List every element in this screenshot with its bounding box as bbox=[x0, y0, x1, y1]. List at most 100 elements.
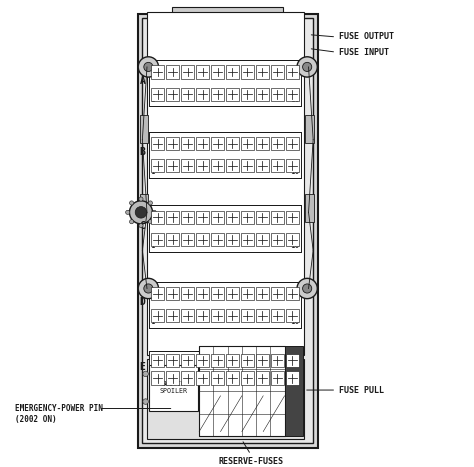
Bar bbox=[166, 211, 179, 224]
Bar bbox=[151, 371, 164, 385]
Bar bbox=[256, 137, 269, 150]
Text: 10: 10 bbox=[290, 377, 299, 386]
Bar bbox=[199, 346, 284, 436]
Circle shape bbox=[138, 278, 158, 299]
Bar bbox=[181, 287, 194, 300]
Bar bbox=[138, 14, 318, 448]
Bar bbox=[149, 365, 198, 411]
Bar bbox=[256, 87, 269, 101]
Bar bbox=[196, 137, 209, 150]
Text: 1: 1 bbox=[150, 167, 155, 176]
Bar bbox=[271, 87, 284, 101]
Bar bbox=[256, 371, 269, 385]
Bar bbox=[241, 233, 254, 246]
Bar bbox=[151, 137, 164, 150]
Text: RESERVE-FUSES: RESERVE-FUSES bbox=[219, 457, 283, 466]
Bar bbox=[285, 346, 303, 436]
Bar bbox=[140, 115, 148, 143]
Circle shape bbox=[143, 371, 148, 377]
Text: (2002 ON): (2002 ON) bbox=[16, 415, 57, 424]
Circle shape bbox=[148, 201, 153, 205]
Bar bbox=[211, 354, 224, 367]
Bar bbox=[149, 60, 301, 106]
Bar bbox=[166, 287, 179, 300]
Bar bbox=[211, 137, 224, 150]
Bar bbox=[256, 159, 269, 172]
Bar bbox=[211, 287, 224, 300]
Bar bbox=[286, 211, 299, 224]
Bar bbox=[151, 309, 164, 322]
Circle shape bbox=[126, 210, 130, 214]
Text: A: A bbox=[140, 76, 146, 86]
Circle shape bbox=[297, 57, 317, 77]
Bar bbox=[271, 309, 284, 322]
Bar bbox=[181, 159, 194, 172]
Bar bbox=[286, 159, 299, 172]
Bar bbox=[196, 233, 209, 246]
Circle shape bbox=[129, 219, 134, 224]
Text: 1: 1 bbox=[150, 95, 155, 104]
Bar bbox=[256, 354, 269, 367]
Bar bbox=[181, 233, 194, 246]
Bar bbox=[196, 287, 209, 300]
Bar bbox=[286, 309, 299, 322]
Bar bbox=[151, 65, 164, 78]
Bar bbox=[271, 159, 284, 172]
Bar bbox=[271, 211, 284, 224]
Bar bbox=[226, 211, 239, 224]
Text: 10: 10 bbox=[290, 317, 299, 326]
Bar bbox=[196, 211, 209, 224]
Bar bbox=[149, 282, 301, 328]
Bar bbox=[241, 211, 254, 224]
Circle shape bbox=[144, 63, 153, 71]
Text: SWITCH
SPOILER: SWITCH SPOILER bbox=[160, 381, 188, 394]
Bar bbox=[256, 309, 269, 322]
Bar bbox=[151, 287, 164, 300]
Text: 1: 1 bbox=[150, 317, 155, 326]
Bar bbox=[166, 65, 179, 78]
Bar bbox=[226, 287, 239, 300]
Bar bbox=[271, 65, 284, 78]
Bar bbox=[226, 87, 239, 101]
Text: D: D bbox=[140, 297, 146, 307]
Bar bbox=[226, 159, 239, 172]
Circle shape bbox=[144, 284, 153, 293]
Bar bbox=[181, 87, 194, 101]
Bar bbox=[271, 137, 284, 150]
Bar bbox=[166, 354, 179, 367]
Text: 1: 1 bbox=[150, 241, 155, 250]
Bar bbox=[149, 351, 301, 388]
Bar bbox=[181, 309, 194, 322]
Bar bbox=[181, 371, 194, 385]
Bar bbox=[166, 371, 179, 385]
Bar bbox=[241, 309, 254, 322]
Bar bbox=[196, 309, 209, 322]
Bar bbox=[226, 354, 239, 367]
Bar bbox=[256, 65, 269, 78]
Bar bbox=[140, 194, 148, 221]
Bar bbox=[211, 211, 224, 224]
Bar bbox=[211, 87, 224, 101]
Circle shape bbox=[302, 284, 312, 293]
Text: EMERGENCY-POWER PIN: EMERGENCY-POWER PIN bbox=[16, 404, 103, 413]
Text: 1: 1 bbox=[150, 377, 155, 386]
Bar bbox=[181, 211, 194, 224]
Bar bbox=[151, 211, 164, 224]
Bar bbox=[196, 87, 209, 101]
Bar bbox=[211, 65, 224, 78]
Bar bbox=[305, 115, 314, 143]
Bar bbox=[181, 137, 194, 150]
Bar bbox=[286, 371, 299, 385]
Bar bbox=[173, 7, 283, 19]
Bar bbox=[286, 287, 299, 300]
Text: E: E bbox=[140, 362, 146, 372]
Bar bbox=[211, 159, 224, 172]
Bar bbox=[147, 359, 304, 439]
Bar bbox=[196, 159, 209, 172]
Text: FUSE PULL: FUSE PULL bbox=[338, 386, 383, 395]
Bar bbox=[151, 233, 164, 246]
Circle shape bbox=[129, 201, 153, 224]
Bar bbox=[147, 12, 304, 355]
Text: 10: 10 bbox=[290, 241, 299, 250]
Text: FUSE INPUT: FUSE INPUT bbox=[338, 48, 389, 57]
